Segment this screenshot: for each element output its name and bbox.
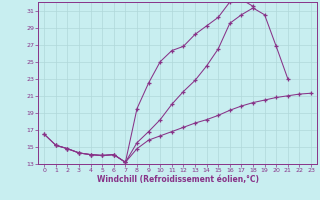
X-axis label: Windchill (Refroidissement éolien,°C): Windchill (Refroidissement éolien,°C) (97, 175, 259, 184)
